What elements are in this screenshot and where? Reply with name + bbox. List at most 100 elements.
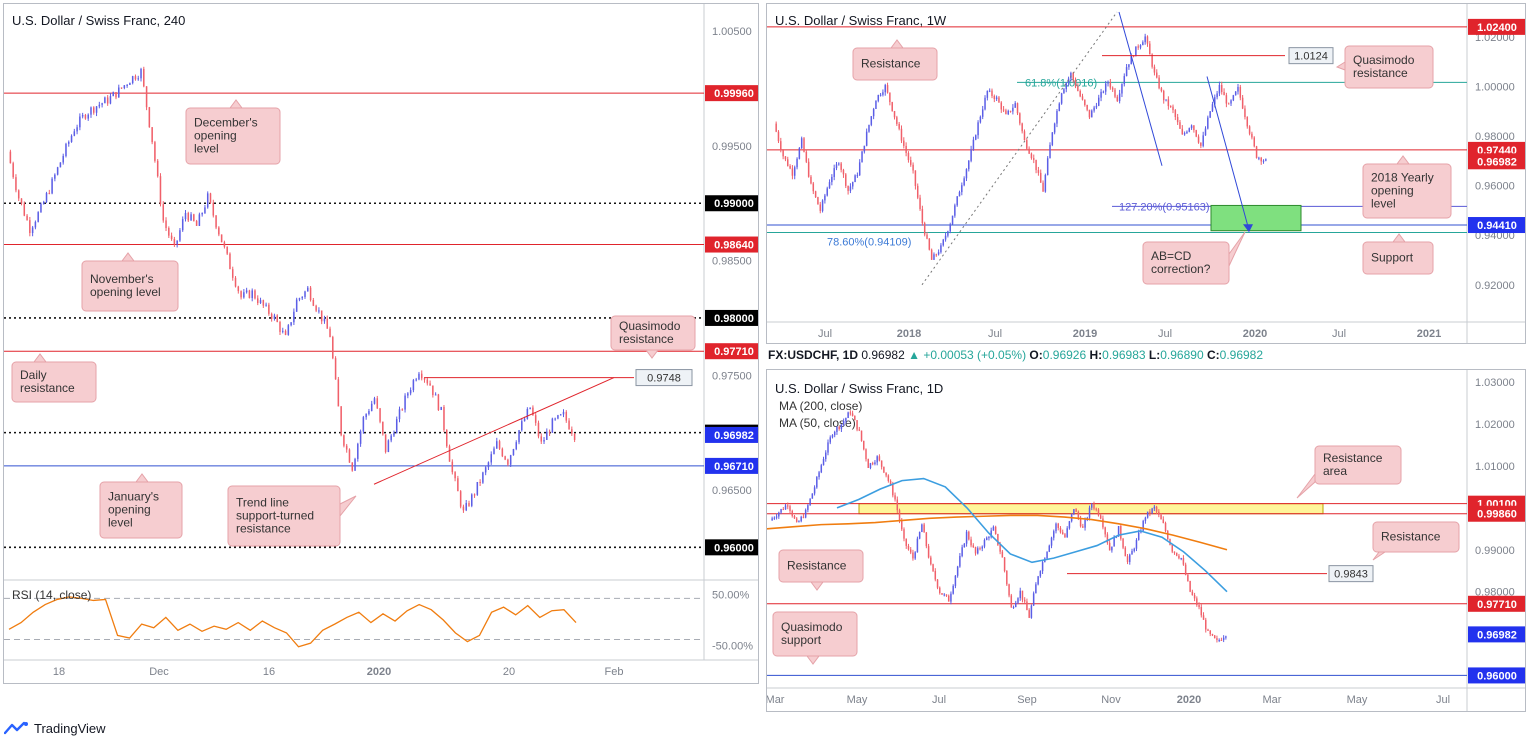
candle-1d-candle — [1032, 593, 1035, 606]
candle-1w-candle — [780, 141, 782, 151]
tradingview-logo-icon — [4, 721, 28, 735]
candle-4h-candle — [568, 420, 570, 430]
candle-4h-candle — [484, 467, 487, 473]
chart-1w[interactable]: U.S. Dollar / Swiss Franc, 1W1.020001.00… — [767, 4, 1526, 344]
candle-4h-candle — [562, 411, 565, 415]
candle-1d-candle — [1187, 574, 1189, 581]
candle-1d-candle — [831, 435, 834, 438]
candle-1d-candle — [1144, 517, 1147, 521]
candle-4h-candle — [382, 421, 384, 435]
candle-1d-candle — [1061, 532, 1064, 535]
level-price-label-bg — [705, 539, 758, 556]
candle-1w-candle — [1007, 110, 1009, 115]
candle-1d-candle — [990, 530, 992, 538]
candle-1d-candle — [1129, 554, 1131, 562]
candle-1d-candle — [1091, 504, 1093, 508]
candle-1d-candle — [934, 570, 937, 580]
candle-1d-candle — [1115, 536, 1118, 538]
candle-4h-candle — [123, 85, 126, 89]
candle-1d-candle — [930, 557, 932, 565]
candle-4h-candle — [443, 406, 445, 430]
candle-4h-candle — [496, 441, 498, 449]
candle-4h-candle — [137, 78, 140, 80]
candle-1d-candle — [1213, 635, 1216, 639]
candle-1d-candle — [1048, 545, 1051, 552]
candle-1w-candle — [951, 215, 954, 225]
candle-4h-candle — [23, 203, 26, 216]
candle-1d-candle — [1106, 534, 1109, 543]
callout-november: November's opening level — [81, 252, 179, 312]
ma200-line — [767, 514, 1228, 551]
callout-quasimodo-support-label: Quasimodo support — [781, 620, 843, 647]
candle-1d-candle — [936, 579, 939, 588]
tradingview-brand[interactable]: TradingView — [4, 719, 106, 737]
candle-4h-candle — [145, 86, 148, 108]
candle-1d-candle — [825, 452, 827, 460]
candle-4h-candle — [440, 406, 442, 410]
candle-1d-candle — [784, 505, 787, 510]
candle-1w-candle — [1100, 91, 1102, 98]
candle-4h-candle — [476, 481, 479, 495]
chart-1w-panel[interactable]: U.S. Dollar / Swiss Franc, 1W 1.02000 1.00… — [766, 3, 1526, 344]
candle-1d-candle — [1218, 639, 1220, 641]
candle-1w-candle — [900, 128, 903, 141]
callout-trendline-pointer — [339, 495, 357, 518]
candle-1w-candle — [1019, 113, 1021, 124]
candle-4h-candle — [201, 212, 203, 215]
candle-1d-candle — [1001, 551, 1004, 558]
candle-1w-candle — [1035, 159, 1037, 171]
ohlc-close: 0.96982 — [861, 348, 905, 362]
chart-4h[interactable]: U.S. Dollar / Swiss Franc, 240 1.00500 0.9… — [4, 4, 759, 684]
candle-1w-candle — [1118, 93, 1121, 102]
candle-4h-candle — [468, 503, 470, 506]
chart-4h-panel[interactable]: U.S. Dollar / Swiss Franc, 240 1.00500 0.9… — [3, 3, 759, 684]
callout-december-pointer — [229, 99, 243, 109]
candle-4h-candle — [270, 313, 273, 319]
candle-1d-candle — [1023, 599, 1026, 602]
candle-4h-candle — [29, 220, 31, 234]
candle-4h-candle — [429, 383, 431, 386]
callout-yearly-open-label: 2018 Yearly opening level — [1371, 171, 1434, 211]
candle-4h-candle — [395, 419, 398, 434]
candle-1d-candle — [941, 593, 943, 595]
chart-1w-title: U.S. Dollar / Swiss Franc, 1W — [775, 13, 947, 28]
candle-4h-candle — [423, 378, 426, 380]
candle-1w-candle — [838, 163, 840, 165]
candle-4h-candle — [104, 97, 106, 104]
candle-4h-candle — [287, 325, 290, 335]
candle-4h-candle — [42, 201, 45, 205]
level-price-label: 1.02400 — [1477, 22, 1517, 34]
chart-1d-title: U.S. Dollar / Swiss Franc, 1D — [775, 381, 943, 396]
callout-resistance-area-pointer — [1296, 472, 1316, 499]
candle-4h-candle — [251, 290, 253, 299]
candle-1w-candle — [944, 235, 947, 240]
candle-4h-candle — [190, 214, 192, 221]
candle-1w-candle — [1165, 99, 1167, 101]
candle-4h-candle — [131, 76, 134, 84]
chart-1d-panel[interactable]: U.S. Dollar / Swiss Franc, 1D MA (200, cl… — [766, 369, 1526, 712]
callout-december: December's opening level — [185, 99, 281, 165]
candle-1w-candle — [1197, 136, 1200, 143]
candle-4h-candle — [240, 291, 242, 298]
candle-1d-candle — [1167, 531, 1169, 540]
candle-1w-candle — [1251, 133, 1253, 138]
candle-4h-candle — [318, 310, 320, 312]
candle-4h-candle — [315, 305, 317, 311]
chart-1d[interactable]: U.S. Dollar / Swiss Franc, 1D MA (200, cl… — [767, 370, 1526, 712]
candle-4h-candle — [187, 212, 190, 221]
candle-4h-candle — [459, 491, 462, 507]
candle-1w-candle — [935, 254, 938, 256]
candle-4h-candle — [290, 322, 292, 326]
candle-1w-candle — [1072, 73, 1074, 80]
candle-1w-candle — [1146, 36, 1149, 44]
candle-1w-candle — [903, 140, 905, 146]
candle-1w-candle — [1204, 128, 1207, 136]
candle-1d-candle — [847, 412, 849, 418]
candle-1d-candle — [1021, 590, 1024, 600]
candle-1d-candle — [1180, 558, 1182, 560]
candle-1w-candle — [800, 138, 803, 149]
candle-1w-candle — [826, 188, 828, 196]
candle-1d-candle — [851, 413, 854, 416]
candle-1w-candle — [998, 97, 1000, 103]
candle-1d-candle — [1211, 634, 1214, 636]
